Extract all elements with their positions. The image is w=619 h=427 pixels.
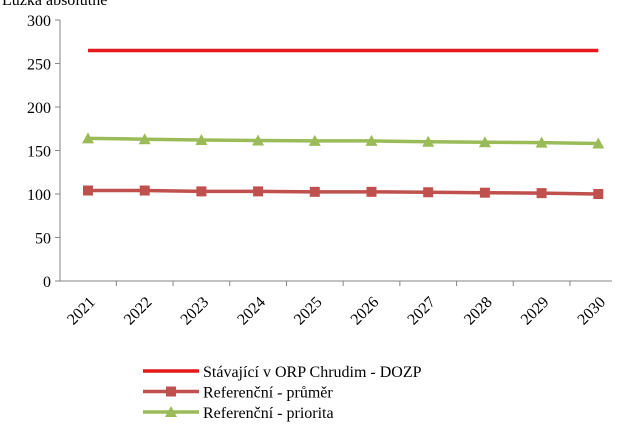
- series-marker: [252, 134, 265, 146]
- series-line: [87, 136, 599, 146]
- legend-marker: [166, 386, 176, 397]
- x-tick-label: 2023: [178, 294, 213, 329]
- series-marker: [592, 137, 605, 149]
- series-marker: [195, 134, 208, 146]
- x-tick-label: 2026: [348, 294, 383, 329]
- series-marker: [253, 186, 264, 197]
- y-tick-label: 250: [27, 57, 51, 74]
- x-tick-label: 2029: [518, 294, 553, 329]
- series-marker: [366, 186, 377, 197]
- series-marker: [479, 187, 490, 198]
- legend-label: Stávající v ORP Chrudim - DOZP: [203, 364, 422, 381]
- series-line: [88, 188, 599, 196]
- x-tick-label: 2024: [234, 294, 269, 329]
- series-marker: [365, 134, 378, 146]
- y-tick-label: 300: [27, 13, 51, 30]
- series-marker: [308, 134, 321, 146]
- series-marker: [478, 136, 491, 148]
- series-marker: [593, 189, 604, 199]
- legend-label: Referenční - průměr: [203, 385, 333, 402]
- legend-label: Referenční - priorita: [203, 405, 334, 422]
- series-marker: [83, 185, 93, 196]
- x-tick-label: 2027: [404, 294, 439, 329]
- series-marker: [309, 186, 320, 197]
- y-tick-label: 200: [27, 100, 51, 117]
- y-tick-label: 0: [43, 274, 51, 291]
- series-marker: [196, 186, 207, 197]
- series-marker: [423, 187, 434, 198]
- series-marker: [535, 136, 548, 148]
- x-tick-label: 2021: [64, 294, 99, 329]
- series-marker: [422, 135, 435, 147]
- series-marker: [536, 188, 547, 199]
- x-tick-label: 2022: [121, 294, 156, 329]
- legend-marker: [165, 406, 177, 417]
- y-axis-label: Lůžka absolutně: [2, 0, 107, 9]
- series-marker: [138, 133, 151, 145]
- series-marker: [139, 185, 150, 196]
- y-tick-label: 100: [27, 187, 51, 204]
- y-tick-label: 50: [35, 231, 51, 248]
- x-tick-label: 2030: [574, 294, 609, 329]
- x-tick-label: 2025: [291, 294, 326, 329]
- x-tick-label: 2028: [461, 294, 496, 329]
- y-tick-label: 150: [27, 144, 51, 161]
- series-marker: [82, 132, 94, 144]
